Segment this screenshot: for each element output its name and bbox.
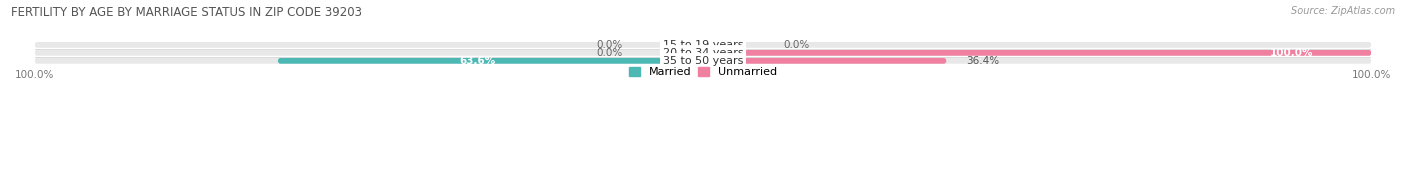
FancyBboxPatch shape [703,50,1371,56]
FancyBboxPatch shape [703,58,946,64]
Text: 0.0%: 0.0% [596,40,623,50]
Text: Source: ZipAtlas.com: Source: ZipAtlas.com [1291,6,1395,16]
Text: 63.6%: 63.6% [458,56,495,66]
FancyBboxPatch shape [35,42,1371,48]
Legend: Married, Unmarried: Married, Unmarried [628,67,778,77]
FancyBboxPatch shape [35,58,1371,64]
Text: 0.0%: 0.0% [596,48,623,58]
Text: 15 to 19 years: 15 to 19 years [662,40,744,50]
Text: 35 to 50 years: 35 to 50 years [662,56,744,66]
FancyBboxPatch shape [278,58,703,64]
Text: 0.0%: 0.0% [783,40,810,50]
FancyBboxPatch shape [35,50,1371,56]
Text: 20 to 34 years: 20 to 34 years [662,48,744,58]
Text: FERTILITY BY AGE BY MARRIAGE STATUS IN ZIP CODE 39203: FERTILITY BY AGE BY MARRIAGE STATUS IN Z… [11,6,363,19]
Text: 100.0%: 100.0% [1270,48,1313,58]
Text: 36.4%: 36.4% [966,56,1000,66]
